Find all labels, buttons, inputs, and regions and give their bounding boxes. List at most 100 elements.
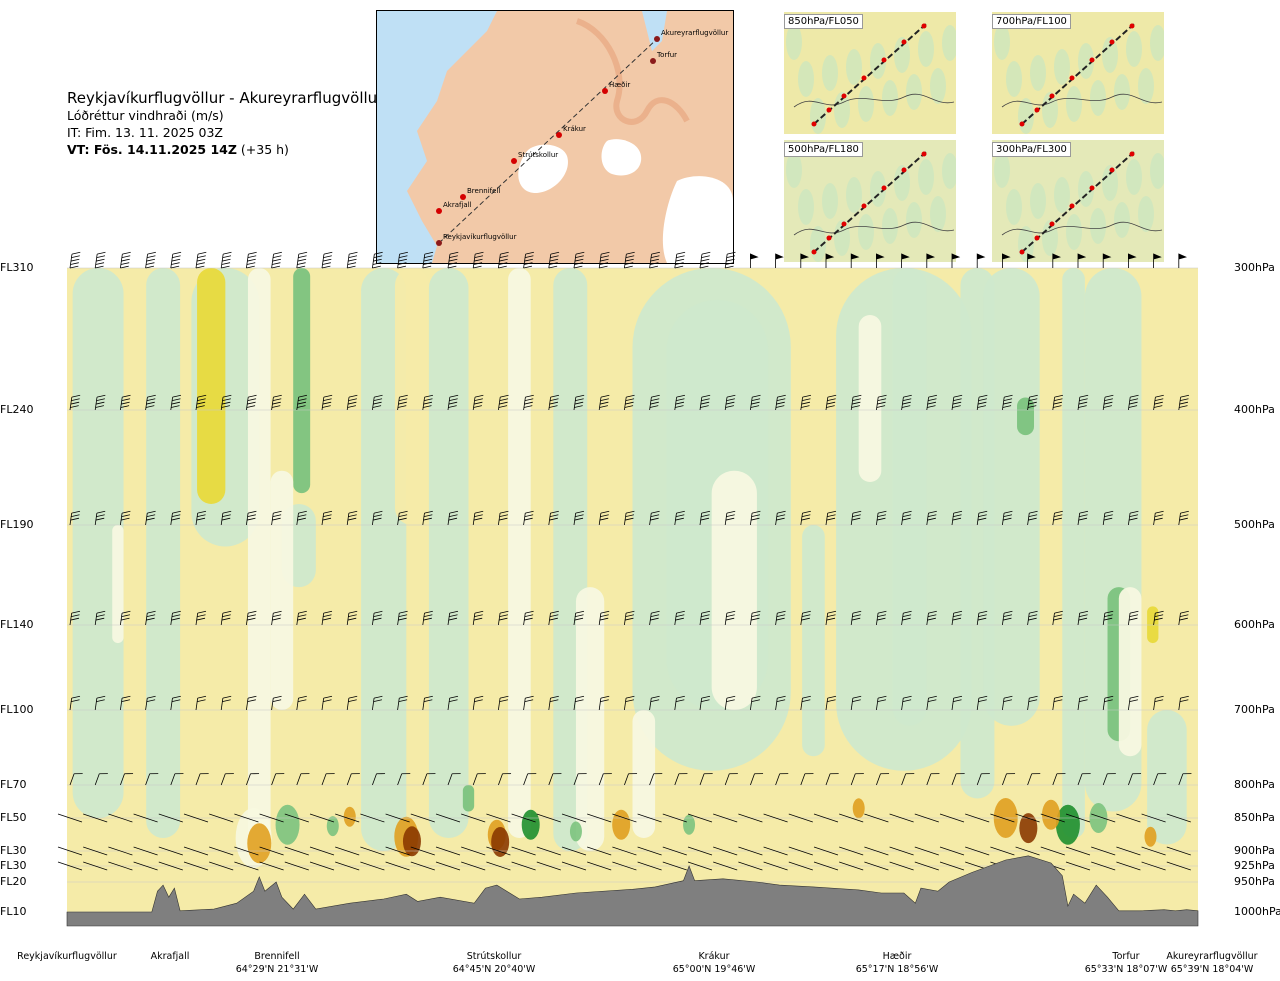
flight-level-label: FL20: [0, 875, 27, 888]
wind-barb: [1153, 610, 1164, 626]
wind-barb: [598, 773, 612, 786]
wind-barb: [1027, 695, 1038, 711]
low-level-wind-barb: [158, 813, 183, 823]
low-level-wind-barb: [335, 846, 360, 856]
wind-barb: [170, 251, 182, 269]
mini-map-700-svg: [992, 12, 1164, 134]
fjord-north: [642, 11, 667, 51]
pressure-gridlines: [67, 267, 1198, 913]
wind-barb: [1102, 695, 1114, 711]
low-level-wind-barb: [108, 813, 133, 823]
low-level-wind-barb: [57, 813, 83, 823]
wind-barb: [220, 394, 232, 411]
flight-level-label: FL30: [0, 844, 27, 857]
mini-map-route: [1021, 23, 1135, 125]
low-level-wind-barb: [410, 846, 435, 856]
wind-barb: [1128, 510, 1139, 526]
wind-barb: [850, 610, 862, 626]
wind-barb: [724, 773, 738, 786]
wind-barb: [926, 394, 938, 411]
low-level-wind-barb: [284, 861, 309, 871]
mini-map-coast: [1001, 221, 1163, 236]
wind-barb: [750, 695, 761, 711]
wind-barb: [548, 610, 559, 626]
velocity-cell: [1019, 813, 1038, 844]
route-point-label: Akrafjall: [443, 201, 472, 209]
wind-barb: [498, 773, 512, 786]
velocity-band: [1118, 587, 1142, 757]
mini-map-route: [813, 151, 927, 253]
low-level-wind-barb: [813, 861, 839, 871]
wind-barb: [69, 610, 81, 626]
wind-barb: [94, 773, 108, 786]
station-label: Hæðir 65°17'N 18°56'W: [837, 950, 957, 976]
low-level-wind-barb: [259, 813, 284, 823]
low-level-wind-barb: [1091, 813, 1116, 823]
low-level-wind-barb: [158, 861, 183, 871]
wind-barb: [498, 510, 509, 526]
low-level-wind-barb: [57, 861, 83, 871]
low-level-wind-barb: [965, 813, 990, 823]
mini-map-850-svg: [784, 12, 956, 134]
wind-barb: [523, 695, 534, 711]
wind-barb: [724, 610, 736, 626]
wind-barb: [195, 510, 207, 526]
valid-time: VT: Fös. 14.11.2025 14Z (+35 h): [67, 141, 383, 158]
wind-barb: [145, 510, 156, 526]
wind-barb: [372, 610, 383, 626]
low-level-wind-barb: [612, 813, 637, 823]
wind-barb: [876, 695, 887, 711]
wind-barb: [523, 394, 534, 411]
wind-barb: [951, 610, 963, 626]
low-level-wind-barb: [738, 846, 763, 856]
low-level-wind-barb: [839, 813, 864, 823]
mini-map-route: [813, 23, 927, 125]
plot-background: [67, 268, 1198, 926]
valid-offset: (+35 h): [240, 142, 289, 157]
wind-barb: [649, 394, 660, 411]
flight-level-label: FL310: [0, 261, 34, 274]
pressure-level-label: 850hPa: [1234, 811, 1275, 824]
station-name: Hæðir: [882, 951, 912, 962]
wind-barb: [825, 610, 837, 626]
mini-map-coast: [1001, 93, 1163, 108]
mini-map-band: [786, 152, 802, 188]
low-level-wind-barb: [813, 846, 839, 856]
wind-barb: [548, 773, 562, 786]
station-coords: 65°39'N 18°04'W: [1170, 964, 1254, 975]
low-level-wind-barb: [209, 846, 234, 856]
wind-barb: [1178, 394, 1190, 411]
velocity-band: [836, 268, 972, 771]
low-level-wind-barb: [687, 861, 713, 871]
wind-barb: [573, 510, 585, 526]
mini-map-band: [1126, 31, 1142, 67]
mini-map-band: [798, 189, 814, 225]
wind-barb: [850, 510, 862, 526]
wind-barb: [372, 394, 383, 411]
low-level-wind-barb: [889, 813, 914, 823]
wind-barb: [397, 394, 408, 411]
wind-barb: [422, 394, 434, 411]
low-level-wind-barb: [536, 861, 561, 871]
wind-barb: [775, 610, 786, 626]
low-level-wind-barb: [1040, 861, 1065, 871]
low-level-wind-barb: [133, 813, 158, 823]
mini-map-point: [811, 249, 817, 255]
mini-map-band: [930, 196, 946, 232]
low-level-wind-barb: [385, 846, 410, 856]
low-level-wind-barb: [914, 846, 939, 856]
wind-barb: [800, 695, 811, 711]
mini-map-850-label: 850hPa/FL050: [784, 14, 863, 29]
wind-barb: [422, 773, 436, 786]
velocity-band: [892, 268, 927, 726]
low-level-wind-barb: [385, 861, 410, 871]
wind-barb: [296, 394, 308, 411]
low-level-wind-barb: [1015, 861, 1040, 871]
velocity-band: [858, 315, 882, 483]
station-coords: 64°45'N 20°40'W: [452, 964, 536, 975]
wind-barb: [397, 773, 411, 786]
low-level-wind-barb: [1065, 846, 1091, 856]
velocity-cell: [247, 823, 272, 864]
mini-map-700-label: 700hPa/FL100: [992, 14, 1071, 29]
mini-map-band: [1078, 171, 1094, 207]
